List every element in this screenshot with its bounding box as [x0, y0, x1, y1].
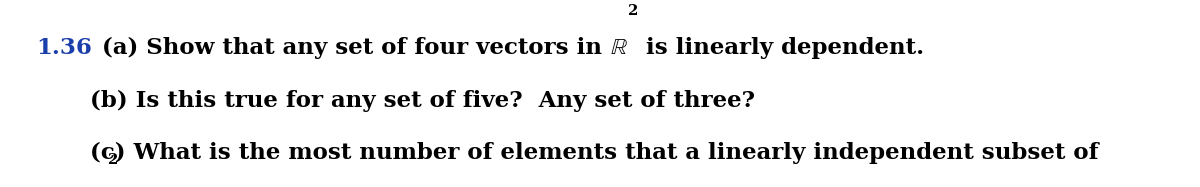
Text: (c) What is the most number of elements that a linearly independent subset of: (c) What is the most number of elements …	[90, 142, 1098, 164]
Text: 1.36: 1.36	[36, 37, 92, 59]
Text: 2: 2	[628, 4, 638, 18]
Text: $\mathbb{R}$: $\mathbb{R}$	[610, 37, 628, 59]
Text: 2: 2	[108, 153, 118, 167]
Text: is linearly dependent.: is linearly dependent.	[638, 37, 924, 59]
Text: (b) Is this true for any set of five?  Any set of three?: (b) Is this true for any set of five? An…	[90, 90, 755, 112]
Text: (a) Show that any set of four vectors in: (a) Show that any set of four vectors in	[102, 37, 610, 59]
